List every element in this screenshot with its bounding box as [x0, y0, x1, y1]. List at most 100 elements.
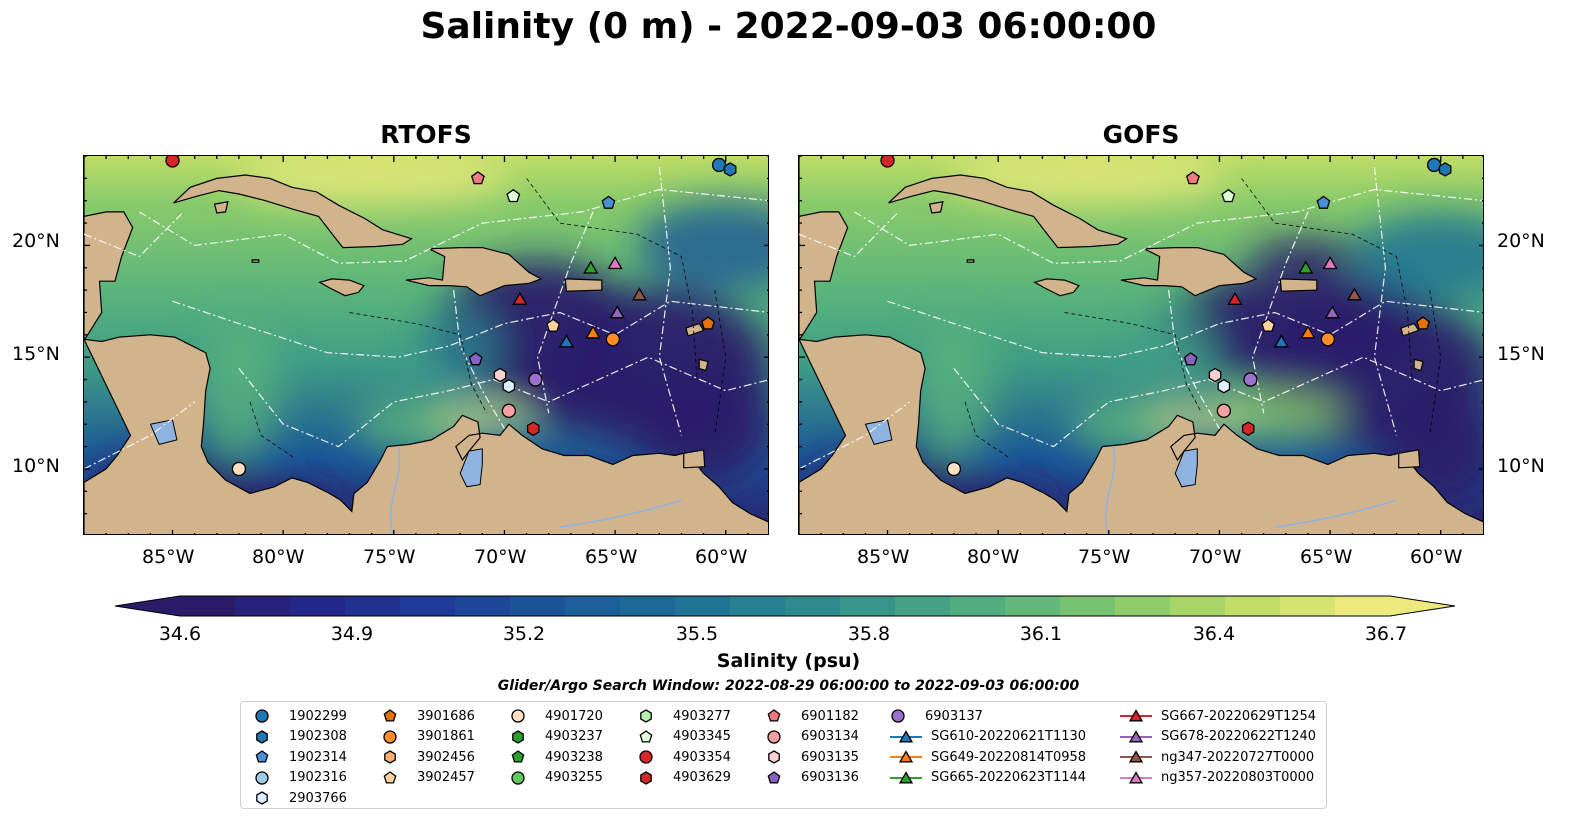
legend-label: 4901720 [545, 708, 603, 724]
glider-marker-ng347-20220727T0000[interactable] [631, 287, 648, 301]
glider-marker-SG665-20220623T1144[interactable] [583, 260, 599, 274]
glider-marker-ng357-20220803T0000[interactable] [1322, 256, 1338, 270]
pentagon-marker-icon [383, 770, 397, 784]
argo-marker-6901182[interactable] [470, 171, 485, 185]
argo-marker-2903766[interactable] [1217, 378, 1231, 394]
argo-marker-1902314[interactable] [601, 195, 616, 209]
legend-label: SG678-20220622T1240 [1161, 729, 1317, 744]
land-mass [799, 334, 1483, 534]
argo-marker-3901686[interactable] [1416, 316, 1430, 330]
legend-item: 4903354 [637, 747, 731, 767]
colorbar-segment [1170, 596, 1226, 616]
argo-marker-6903136[interactable] [468, 352, 483, 366]
pentagon-marker-icon [767, 709, 781, 722]
argo-marker-1902314[interactable] [1316, 195, 1331, 209]
glider-marker-SG667-20220629T1254[interactable] [512, 291, 528, 305]
legend-item: 1902314 [253, 747, 347, 767]
eez-boundary [138, 188, 768, 264]
island-trinidad [1398, 449, 1421, 469]
island-jamaica [318, 278, 365, 297]
gofs-panel-title: GOFS [1102, 120, 1180, 149]
hexagon-marker-icon [640, 709, 652, 723]
argo-marker-1902308[interactable] [723, 162, 737, 177]
argo-marker-4903354[interactable] [880, 156, 895, 168]
rtofs-map-panel [83, 155, 769, 535]
argo-marker-4903345[interactable] [1221, 188, 1236, 203]
gofs-map-panel [798, 155, 1484, 535]
glider-marker-SG649-20220814T0958[interactable] [585, 325, 601, 339]
argo-marker-4903629[interactable] [1241, 421, 1255, 436]
lon-tick-label: 85°W [142, 546, 195, 568]
legend-label: 4903629 [673, 770, 731, 785]
eez-boundary [1168, 290, 1221, 430]
circle-marker-icon [255, 709, 269, 723]
argo-marker-1902299[interactable] [1426, 157, 1442, 173]
glider-marker-SG649-20220814T0958[interactable] [1300, 325, 1316, 339]
colorbar-label: Salinity (psu) [716, 650, 861, 672]
glider-marker-SG667-20220629T1254[interactable] [1227, 291, 1243, 305]
argo-marker-6903136[interactable] [1183, 352, 1198, 366]
legend-label: 4903237 [545, 729, 603, 744]
argo-marker-1902299[interactable] [711, 157, 727, 173]
argo-marker-6901182[interactable] [1185, 171, 1200, 185]
colorbar-segment [400, 596, 456, 616]
legend-label: 3901686 [417, 708, 475, 724]
legend-label: 4903345 [673, 729, 731, 744]
colorbar-segment [290, 596, 346, 616]
argo-marker-2903766[interactable] [502, 378, 516, 394]
island-martinique [698, 358, 709, 372]
glider-marker-SG665-20220623T1144[interactable] [1298, 260, 1314, 274]
legend-item: 6903134 [765, 727, 859, 747]
lon-tick-label: 65°W [585, 546, 638, 568]
island-pinos [928, 201, 944, 214]
argo-marker-6903135[interactable] [1208, 367, 1222, 383]
colorbar-segment [785, 596, 841, 616]
hexagon-marker-icon [768, 750, 780, 764]
argo-marker-4903345[interactable] [506, 188, 521, 203]
argo-marker-3901861[interactable] [1320, 332, 1336, 347]
colorbar-segment [675, 596, 731, 616]
argo-marker-4903629[interactable] [526, 421, 540, 436]
argo-marker-6903135[interactable] [493, 367, 507, 383]
legend-item: 4903277 [637, 706, 731, 726]
legend-item: 4901720 [509, 706, 603, 726]
argo-marker-4901720[interactable] [946, 461, 962, 477]
land-mass [84, 334, 768, 534]
lat-tick-label-left: 15°N [12, 343, 60, 365]
bathymetry-contour [1429, 290, 1442, 436]
eez-boundary [84, 211, 185, 258]
eez-boundary [536, 211, 594, 414]
argo-marker-4903354[interactable] [165, 156, 180, 168]
argo-marker-3901686[interactable] [701, 316, 715, 330]
argo-marker-3902457[interactable] [1261, 318, 1276, 332]
glider-marker-SG610-20220621T1130[interactable] [1273, 334, 1290, 348]
legend-item: 3902456 [381, 747, 475, 767]
hexagon-marker-icon [640, 770, 652, 785]
glider-marker-SG678-20220622T1240[interactable] [1324, 305, 1340, 319]
glider-marker-ng347-20220727T0000[interactable] [1346, 287, 1363, 301]
argo-marker-4901720[interactable] [231, 461, 247, 477]
colorbar-tick-label: 34.6 [158, 623, 202, 645]
island-hispaniola [1120, 247, 1258, 297]
argo-marker-1902308[interactable] [1438, 162, 1452, 177]
glider-marker-SG678-20220622T1240[interactable] [609, 305, 625, 319]
legend-label: 1902314 [289, 749, 347, 765]
argo-marker-6903137[interactable] [528, 372, 543, 387]
legend-item: 6901182 [765, 706, 859, 726]
argo-marker-6903137[interactable] [1243, 372, 1258, 387]
argo-marker-3901861[interactable] [605, 332, 621, 347]
island-caiman [966, 259, 975, 263]
eez-boundary [1251, 211, 1309, 414]
argo-marker-6903134[interactable] [1216, 403, 1232, 418]
island-cuba [173, 174, 413, 249]
argo-marker-3902457[interactable] [546, 318, 561, 332]
glider-marker-ng357-20220803T0000[interactable] [607, 256, 623, 270]
argo-marker-6903134[interactable] [501, 403, 517, 418]
legend-label: SG649-20220814T0958 [931, 749, 1087, 765]
colorbar-segment [895, 596, 951, 616]
glider-marker-SG610-20220621T1130[interactable] [558, 334, 575, 348]
island-martinique [1413, 358, 1424, 372]
eez-boundary [238, 356, 768, 448]
legend-label: SG610-20220621T1130 [931, 729, 1087, 744]
lon-tick-label: 85°W [857, 546, 910, 568]
